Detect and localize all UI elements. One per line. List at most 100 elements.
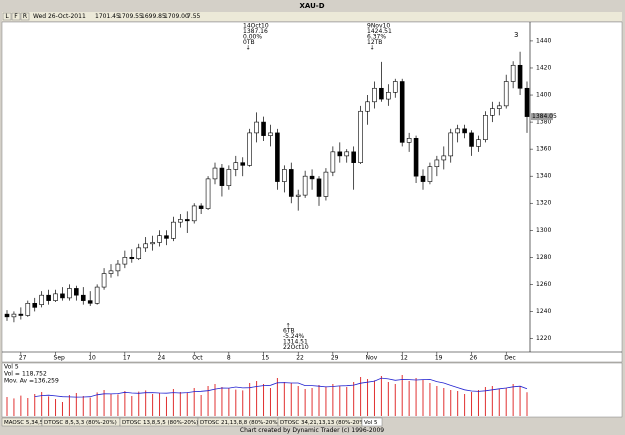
candle-body [53, 293, 58, 301]
x-tick-label: 26 [470, 355, 478, 362]
candle-body [254, 121, 259, 134]
candle-body [392, 81, 398, 93]
candle-body [282, 169, 287, 182]
candle-body [302, 175, 308, 196]
y-tick-label: 1380 [536, 119, 551, 126]
x-tick-label: 22 [296, 355, 304, 362]
tab-label[interactable]: DTOSC 34,21,13,13 (80%-20%) [280, 420, 367, 426]
annotation-text: 0TB [243, 39, 255, 46]
info-date: Wed 26-Oct-2011 [33, 13, 86, 20]
y-tick-label: 1400 [536, 92, 551, 99]
annotation-text: 1387.16 [243, 28, 268, 35]
chart-title: XAU-D [300, 2, 325, 10]
candle-body [275, 132, 280, 182]
annotation-text: 1314.51 [283, 339, 308, 346]
info-value: 7.55 [187, 13, 201, 20]
candle-body [309, 175, 315, 180]
x-tick-label: 15 [262, 355, 270, 362]
candle-body [67, 288, 72, 299]
candle-body [503, 81, 509, 107]
button[interactable] [20, 12, 30, 21]
candle-body [4, 313, 10, 318]
candle-body [46, 294, 51, 301]
candle-body [510, 64, 516, 82]
candle-body [496, 105, 502, 109]
candle-body [427, 166, 433, 182]
candle-body [143, 243, 148, 249]
candle-body [150, 242, 155, 245]
candle-body [129, 257, 135, 259]
candle-body [490, 108, 495, 116]
volume-label: Vol = [4, 371, 20, 378]
annotation-text: 6TB [283, 328, 295, 335]
tab-label[interactable]: DTOSC 21,13,8,8 (80%-20%) [200, 420, 280, 426]
candle-body [191, 205, 197, 222]
candle-body [365, 101, 370, 112]
candle-body [11, 313, 17, 318]
y-tick-label: 1340 [536, 173, 551, 180]
candle-body [399, 81, 405, 143]
tab-label[interactable]: DTOSC 13,8,5,5 (80%-20%) [122, 420, 198, 426]
button-label[interactable]: R [23, 13, 27, 20]
candle-body [483, 115, 488, 140]
candle-body [205, 178, 211, 209]
candle-body [455, 128, 460, 134]
volume-title: Vol 5 [4, 364, 19, 371]
info-value: 1709.00 [164, 13, 189, 20]
y-tick-label: 1360 [536, 146, 551, 153]
candle-body [288, 169, 294, 197]
tab[interactable] [361, 417, 383, 427]
button[interactable] [11, 12, 21, 21]
candle-body [441, 155, 447, 161]
candle-body [351, 151, 356, 163]
candle-body [87, 300, 93, 304]
candle-body [476, 139, 481, 147]
candle-body [386, 92, 391, 100]
candle-body [184, 219, 190, 222]
tab-label[interactable]: MAOSC 5,34,5 [4, 420, 44, 426]
x-tick-label: 19 [435, 355, 443, 362]
candle-body [212, 167, 218, 180]
candle-body [240, 162, 246, 166]
candle-body [247, 132, 252, 166]
button-label[interactable]: L [5, 13, 9, 20]
info-value: 1701.45 [95, 13, 120, 20]
candle-body [337, 151, 343, 157]
x-tick-label: 17 [123, 355, 131, 362]
annotation-text: 14Oct10 [243, 23, 269, 30]
candle-body [344, 151, 350, 157]
annotation-text: 3 [514, 31, 518, 39]
moving-average-line [34, 377, 528, 398]
y-tick-label: 1320 [536, 200, 551, 207]
candle-body [372, 87, 377, 103]
ma-value: 136,259 [34, 378, 59, 385]
y-tick-label: 1420 [536, 64, 551, 71]
candle-body [517, 64, 523, 89]
button-label[interactable]: F [14, 13, 18, 20]
annotation-arrow: ↓ [369, 45, 374, 52]
candle-body [157, 235, 162, 243]
candle-body [358, 110, 363, 163]
y-tick-label: 1280 [536, 254, 551, 261]
candle-body [80, 294, 86, 301]
candle-body [178, 219, 183, 223]
annotation-text: 9Nov10 [367, 23, 390, 30]
candle-body [18, 313, 24, 316]
button[interactable] [2, 12, 12, 21]
tab-label[interactable]: DTOSC 8,5,3,3 (80%-20%) [44, 420, 117, 426]
candle-body [295, 194, 301, 197]
y-tick-label: 1300 [536, 227, 551, 234]
candle-body [39, 294, 44, 305]
x-tick-label: 27 [19, 355, 27, 362]
candle-body [268, 132, 273, 136]
y-tick-label: 1440 [536, 37, 551, 44]
info-value: 1709.55 [118, 13, 143, 20]
x-tick-label: 29 [331, 355, 339, 362]
annotation-text: 6.37% [367, 34, 386, 41]
candle-body [171, 221, 176, 239]
tab-label[interactable]: Vol 5 [364, 420, 378, 426]
candle-body [226, 169, 232, 186]
volume-value: 118,752 [22, 371, 47, 378]
y-tick-label: 1260 [536, 281, 551, 288]
candle-body [164, 235, 169, 239]
